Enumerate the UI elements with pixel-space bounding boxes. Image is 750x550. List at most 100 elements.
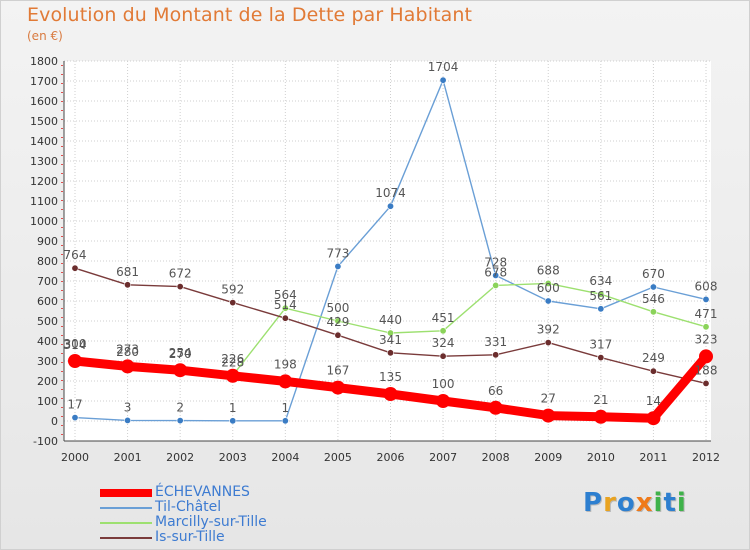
data-point-til-ch-tel [334, 262, 342, 270]
data-label-is-sur-tille: 341 [379, 333, 402, 347]
x-tick-label: 2010 [587, 451, 615, 464]
y-tick-label: 1700 [30, 75, 58, 88]
y-axis-dot [61, 326, 63, 327]
y-tick-label: 900 [37, 235, 58, 248]
y-axis-dot [61, 182, 63, 183]
data-point-til-ch-tel [597, 305, 605, 313]
data-label-chevannes: 21 [593, 393, 608, 407]
data-point-chevannes [225, 368, 240, 383]
data-point-til-ch-tel [439, 76, 447, 84]
y-axis-dot [61, 281, 63, 282]
data-point-is-sur-tille [229, 299, 237, 307]
logo-letter: P [583, 488, 604, 518]
logo-letter: t [663, 488, 677, 518]
data-point-marcilly-sur-tille [281, 304, 289, 312]
x-tick-label: 2002 [166, 451, 194, 464]
legend-swatch [100, 489, 152, 497]
data-point-chevannes [278, 374, 293, 389]
data-point-til-ch-tel [281, 417, 289, 425]
data-point-chevannes [68, 354, 82, 368]
legend-label: ÉCHEVANNES [155, 484, 250, 500]
y-axis-dot [61, 227, 63, 228]
y-axis-dot [61, 353, 63, 354]
y-axis-dot [61, 407, 63, 408]
legend-item-til-ch-tel: Til-Châtel [100, 499, 380, 516]
legend-label: Til-Châtel [155, 499, 222, 515]
y-axis-dot [61, 425, 63, 426]
y-axis-dot [61, 74, 63, 75]
data-point-marcilly-sur-tille [544, 279, 552, 287]
y-tick-label: 1600 [30, 95, 58, 108]
data-label-chevannes: 27 [541, 392, 556, 406]
y-tick-label: 1800 [30, 55, 58, 68]
data-point-is-sur-tille [176, 283, 184, 291]
chart-legend: ÉCHEVANNES Til-Châtel Marcilly-sur-Tille Is… [100, 484, 380, 546]
plot-background [64, 61, 711, 441]
series-layer [68, 76, 713, 426]
y-tick-label: 1300 [30, 155, 58, 168]
y-axis-dot [61, 164, 63, 165]
data-point-til-ch-tel [492, 271, 500, 279]
data-label-chevannes: 135 [379, 370, 402, 384]
y-axis-dot [61, 191, 63, 192]
y-tick-label: 800 [37, 255, 58, 268]
y-tick-label: 100 [37, 395, 58, 408]
data-point-marcilly-sur-tille [386, 329, 394, 337]
y-axis-dot [61, 173, 63, 174]
x-tick-label: 2004 [271, 451, 299, 464]
data-label-til-ch-tel: 3 [124, 400, 132, 414]
data-point-is-sur-tille [386, 349, 394, 357]
y-axis-dot [61, 155, 63, 156]
y-tick-label: 500 [37, 315, 58, 328]
y-tick-label: 1100 [30, 195, 58, 208]
data-label-marcilly-sur-tille: 634 [589, 274, 612, 288]
x-tick-label: 2006 [377, 451, 405, 464]
data-label-is-sur-tille: 429 [326, 315, 349, 329]
legend-swatch [100, 507, 152, 509]
data-point-til-ch-tel [386, 202, 394, 210]
data-label-marcilly-sur-tille: 440 [379, 313, 402, 327]
data-label-is-sur-tille: 392 [537, 323, 560, 337]
data-point-til-ch-tel [702, 295, 710, 303]
y-tick-label: 200 [37, 375, 58, 388]
y-tick-label: 400 [37, 335, 58, 348]
logo-letter: x [635, 488, 654, 518]
axis-layer: -100010020030040050060070080090010001100… [30, 55, 720, 464]
y-axis-dot [61, 101, 63, 102]
data-label-chevannes: 100 [432, 377, 455, 391]
data-label-marcilly-sur-tille: 280 [116, 345, 139, 359]
data-label-til-ch-tel: 600 [537, 281, 560, 295]
data-label-chevannes: 66 [488, 384, 503, 398]
data-label-marcilly-sur-tille: 688 [537, 263, 560, 277]
data-label-chevannes: 323 [695, 332, 718, 346]
data-point-marcilly-sur-tille [439, 327, 447, 335]
y-axis-dot [61, 119, 63, 120]
x-tick-label: 2008 [482, 451, 510, 464]
y-axis-dot [61, 254, 63, 255]
data-label-til-ch-tel: 670 [642, 267, 665, 281]
data-label-til-ch-tel: 2 [176, 401, 184, 415]
data-label-til-ch-tel: 608 [695, 279, 718, 293]
data-label-marcilly-sur-tille: 564 [274, 288, 297, 302]
data-label-marcilly-sur-tille: 500 [326, 301, 349, 315]
y-axis-dot [61, 380, 63, 381]
x-tick-label: 2001 [114, 451, 142, 464]
y-axis-dot [61, 146, 63, 147]
y-axis-dot [61, 389, 63, 390]
data-point-is-sur-tille [702, 379, 710, 387]
data-point-marcilly-sur-tille [597, 290, 605, 298]
data-label-til-ch-tel: 1 [229, 401, 237, 415]
data-label-chevannes: 273 [116, 342, 139, 356]
x-tick-label: 2003 [219, 451, 247, 464]
data-point-is-sur-tille [334, 331, 342, 339]
x-tick-label: 2011 [639, 451, 667, 464]
data-label-marcilly-sur-tille: 314 [64, 338, 87, 352]
data-point-is-sur-tille [124, 281, 132, 289]
data-point-til-ch-tel [176, 417, 184, 425]
y-tick-label: 600 [37, 295, 58, 308]
data-label-chevannes: 254 [169, 346, 192, 360]
data-point-chevannes [541, 408, 556, 423]
logo-letter: i [676, 488, 687, 518]
data-label-is-sur-tille: 249 [642, 351, 665, 365]
data-label-til-ch-tel: 17 [67, 398, 82, 412]
